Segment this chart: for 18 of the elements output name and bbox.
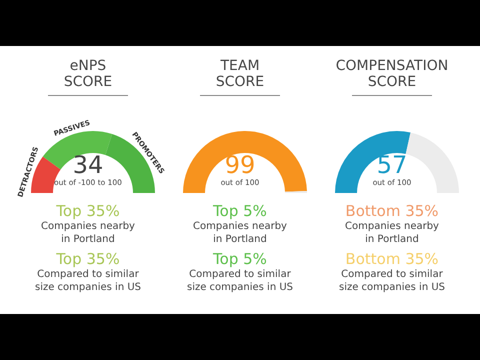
- text: Companies nearby in Portland: [40, 220, 136, 246]
- text: 34: [72, 151, 104, 179]
- text: Bottom 35%: [344, 250, 440, 268]
- text: Bottom 35%: [344, 202, 440, 220]
- chart-title: COMPENSATION SCORE: [336, 58, 448, 90]
- text: 99: [224, 151, 256, 179]
- text: Companies nearby in Portland: [192, 220, 288, 246]
- text: Compared to similar size companies in US: [34, 268, 142, 294]
- text: Compared to similar size companies in US: [338, 268, 446, 294]
- text: Top 35%: [55, 202, 121, 220]
- chart-title: TEAM SCORE: [216, 58, 264, 90]
- text: 57: [376, 151, 408, 179]
- text: Compared to similar size companies in US: [186, 268, 294, 294]
- text: Top 5%: [212, 250, 268, 268]
- text: Companies nearby in Portland: [344, 220, 440, 246]
- text: Top 5%: [212, 202, 268, 220]
- chart-title: eNPS SCORE: [64, 58, 112, 90]
- text: Top 35%: [55, 250, 121, 268]
